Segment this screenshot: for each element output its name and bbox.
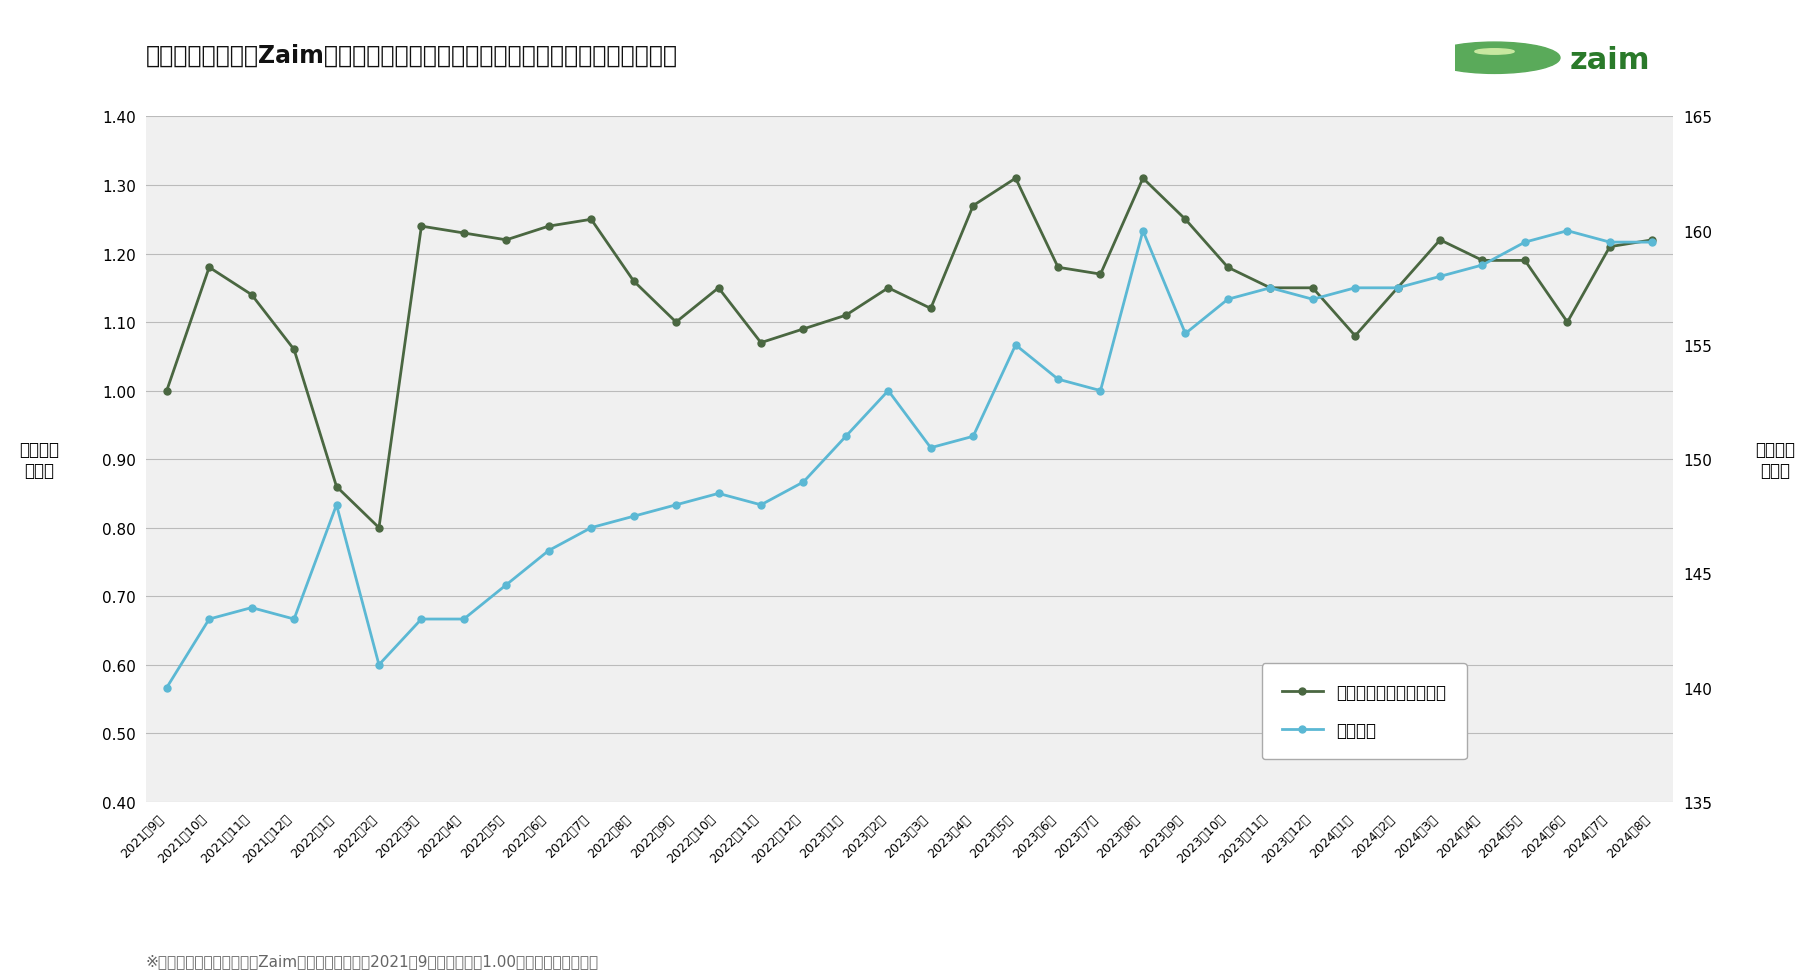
平均単価 [1131,226,1153,238]
おにぎり購入数の変動比 [1090,269,1111,281]
おにぎり購入数の変動比 [708,283,729,294]
おにぎり購入数の変動比 [1004,173,1026,185]
おにぎり購入数の変動比 [156,385,178,397]
平均単価 [580,522,602,534]
平均単価 [495,579,517,591]
平均単価 [1557,226,1579,238]
おにぎり購入数の変動比 [1217,262,1239,274]
おにぎり購入数の変動比 [749,337,771,349]
おにぎり購入数の変動比 [1131,173,1153,185]
平均単価 [156,682,178,693]
おにぎり購入数の変動比 [1557,317,1579,329]
おにぎり購入数の変動比 [580,214,602,226]
おにぎり購入数の変動比 [284,344,306,356]
平均単価 [1344,283,1366,294]
平均単価 [962,431,984,443]
おにぎり購入数の変動比 [326,481,347,493]
おにぎり購入数の変動比 [1259,283,1281,294]
平均単価 [1175,329,1197,340]
平均単価 [1302,294,1324,306]
Y-axis label: 平均単価
（円）: 平均単価 （円） [1755,440,1795,479]
Y-axis label: 購入数の
変動比: 購入数の 変動比 [20,440,60,479]
おにぎり購入数の変動比 [793,324,815,335]
平均単価 [708,488,729,500]
平均単価 [920,442,942,454]
平均単価 [666,500,688,511]
平均単価 [1386,283,1408,294]
おにぎり購入数の変動比 [920,303,942,315]
平均単価 [835,431,857,443]
平均単価 [1472,260,1493,272]
平均単価 [1004,339,1026,351]
平均単価 [453,613,475,625]
平均単価 [538,545,560,556]
おにぎり購入数の変動比 [1302,283,1324,294]
おにぎり購入数の変動比 [1344,331,1366,342]
おにぎり購入数の変動比 [411,221,433,233]
おにぎり購入数の変動比 [1175,214,1197,226]
おにぎり購入数の変動比 [198,262,220,274]
平均単価 [284,613,306,625]
おにぎり購入数の変動比 [1048,262,1070,274]
Legend: おにぎり購入数の変動比, 平均単価: おにぎり購入数の変動比, 平均単価 [1262,663,1466,759]
平均単価 [749,500,771,511]
おにぎり購入数の変動比 [1513,255,1535,267]
平均単価 [1430,271,1452,283]
Ellipse shape [1475,50,1513,55]
おにぎり購入数の変動比 [1641,235,1663,246]
平均単価 [622,511,644,522]
平均単価 [326,500,347,511]
おにぎり購入数の変動比 [1472,255,1493,267]
おにぎり購入数の変動比 [538,221,560,233]
おにぎり購入数の変動比 [367,522,389,534]
おにぎり購入数の変動比 [835,310,857,322]
平均単価 [1641,237,1663,248]
おにぎり購入数の変動比 [666,317,688,329]
平均単価 [1048,374,1070,385]
おにぎり購入数の変動比 [1386,283,1408,294]
平均単価 [1599,237,1621,248]
Line: おにぎり購入数の変動比: おにぎり購入数の変動比 [164,175,1655,532]
平均単価 [240,602,262,614]
おにぎり購入数の変動比 [240,289,262,301]
平均単価 [1513,237,1535,248]
平均単価 [1259,283,1281,294]
Ellipse shape [1475,63,1513,67]
Line: 平均単価: 平均単価 [164,228,1655,691]
おにぎり購入数の変動比 [622,276,644,288]
おにぎり購入数の変動比 [453,228,475,240]
おにぎり購入数の変動比 [1430,235,1452,246]
おにぎり購入数の変動比 [962,200,984,212]
平均単価 [367,659,389,671]
Text: 家計簿サービス「Zaim」に記録された「おにぎり」の購入数と平均単価の推移: 家計簿サービス「Zaim」に記録された「おにぎり」の購入数と平均単価の推移 [146,44,677,68]
Text: zaim: zaim [1570,46,1650,74]
おにぎり購入数の変動比 [495,235,517,246]
おにぎり購入数の変動比 [1599,242,1621,253]
平均単価 [1217,294,1239,306]
平均単価 [198,613,220,625]
Circle shape [1430,43,1561,74]
Text: ※「おにぎりの購入数」はZaimユーザーにおける2021年9月の購入数を1.00とした場合の変動比: ※「おにぎりの購入数」はZaimユーザーにおける2021年9月の購入数を1.00… [146,954,598,968]
平均単価 [877,385,899,397]
平均単価 [411,613,433,625]
平均単価 [1090,385,1111,397]
平均単価 [793,476,815,488]
おにぎり購入数の変動比 [877,283,899,294]
